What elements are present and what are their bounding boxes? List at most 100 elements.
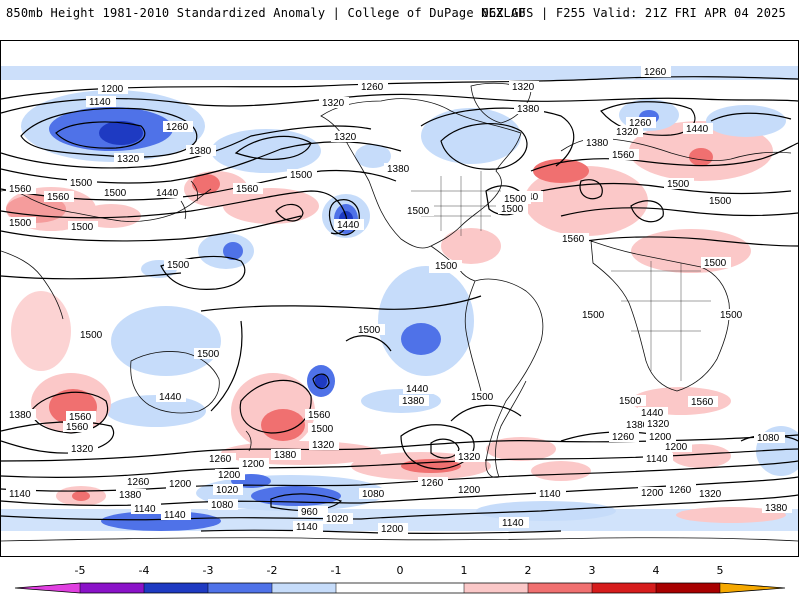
- contour-label: 1320: [322, 98, 345, 109]
- contour-label: 1500: [104, 188, 127, 199]
- contour-label: 1320: [117, 154, 140, 165]
- contour-label: 1380: [119, 490, 142, 501]
- contour-label: 1440: [406, 384, 429, 395]
- contour-label: 1500: [80, 330, 103, 341]
- contour-label: 1500: [71, 222, 94, 233]
- contour-label: 1380: [387, 164, 410, 175]
- contour-label: 1440: [686, 124, 709, 135]
- contour-label: 1320: [334, 132, 357, 143]
- contour-label: 1560: [69, 412, 92, 423]
- contour-label: 1260: [612, 432, 635, 443]
- contour-label: 1560: [612, 150, 635, 161]
- colorbar-gradient: [14, 582, 786, 594]
- colorbar-tick-label: 1: [460, 564, 468, 577]
- colorbar-segment-neg2: [208, 583, 272, 593]
- contour-label: 1140: [134, 504, 156, 515]
- contour-label: 1500: [435, 261, 458, 272]
- colorbar-tick-label: -1: [330, 564, 342, 577]
- contour-label: 1380: [586, 138, 609, 149]
- contour-label: 1380: [517, 104, 540, 115]
- contour-label: 1500: [709, 196, 732, 207]
- contour-label: 1500: [704, 258, 727, 269]
- contour-label: 1140: [646, 454, 668, 465]
- contour-label: 1140: [539, 489, 561, 500]
- contour-label: 1140: [296, 522, 318, 533]
- colorbar-segment-neg4: [80, 583, 144, 593]
- contour-label: 1260: [644, 67, 667, 78]
- contour-label: 1560: [308, 410, 331, 421]
- contour-label: 1500: [667, 179, 690, 190]
- colorbar-tick-label: -4: [138, 564, 150, 577]
- contour-label: 1440: [337, 220, 360, 231]
- weather-map[interactable]: 1200 1140 1260 1320 1320 1380 1260 1320 …: [0, 40, 799, 557]
- colorbar-tick-label: 4: [652, 564, 660, 577]
- contour-label: 1020: [216, 485, 239, 496]
- contour-label: 1260: [629, 118, 652, 129]
- colorbar-tick-label: -2: [266, 564, 278, 577]
- colorbar-segment-neg5: [15, 583, 80, 593]
- contour-label: 1200: [242, 459, 265, 470]
- colorbar-segment-pos1: [464, 583, 528, 593]
- colorbar-tick-label: 0: [396, 564, 404, 577]
- contour-label: 1380: [274, 450, 297, 461]
- contour-label: 1320: [71, 444, 94, 455]
- contour-label: 1140: [502, 518, 524, 529]
- contour-label: 1080: [757, 433, 780, 444]
- contour-label: 1320: [512, 82, 535, 93]
- contour-label: 1320: [647, 419, 670, 430]
- model-run-valid-time: 06Z GFS | F255 Valid: 21Z FRI APR 04 202…: [481, 6, 786, 20]
- contour-label: 1380: [402, 396, 425, 407]
- contour-label: 1500: [501, 204, 524, 215]
- contour-label: 1320: [312, 440, 335, 451]
- contour-label: 1500: [9, 218, 32, 229]
- contour-label: 1500: [582, 310, 605, 321]
- contour-label: 1560: [47, 192, 70, 203]
- contour-label: 1200: [218, 470, 241, 481]
- contour-label: 1500: [471, 392, 494, 403]
- contour-label: 1080: [211, 500, 234, 511]
- contour-label: 1200: [381, 524, 404, 535]
- colorbar-tick-label: 5: [716, 564, 724, 577]
- contour-label: 1380: [765, 503, 788, 514]
- contour-label: 1260: [166, 122, 189, 133]
- contour-label: 1200: [169, 479, 192, 490]
- contour-label: 1560: [66, 422, 89, 433]
- contour-label: 1200: [101, 84, 124, 95]
- contour-label: 1200: [649, 432, 672, 443]
- contour-label: 1080: [362, 489, 385, 500]
- contour-label: 1440: [159, 392, 182, 403]
- contour-label: 1380: [189, 146, 212, 157]
- contour-label: 1500: [197, 349, 220, 360]
- contour-label: 1500: [311, 424, 334, 435]
- colorbar-segment-neg3: [144, 583, 208, 593]
- contour-label: 1500: [504, 194, 527, 205]
- contour-label: 1560: [236, 184, 259, 195]
- contour-label: 1260: [361, 82, 384, 93]
- contour-label: 1440: [156, 188, 179, 199]
- colorbar-tick-label: 2: [524, 564, 532, 577]
- contour-label: 1200: [641, 488, 664, 499]
- contour-label: 1560: [562, 234, 585, 245]
- contour-label: 1380: [9, 410, 32, 421]
- colorbar-segment-pos3: [592, 583, 656, 593]
- contour-label: 1140: [89, 97, 111, 108]
- contour-label: 1560: [691, 397, 714, 408]
- contour-label: 1260: [127, 477, 150, 488]
- contour-label: 1200: [458, 485, 481, 496]
- anomaly-colorbar: -5 -4 -3 -2 -1 0 1 2 3 4 5: [0, 564, 800, 600]
- map-title: 850mb Height 1981-2010 Standardized Anom…: [6, 6, 526, 20]
- height-contours: [1, 76, 798, 534]
- contour-label: 1260: [669, 485, 692, 496]
- colorbar-segment-pos5: [720, 583, 785, 593]
- contour-label: 1140: [164, 510, 186, 521]
- colorbar-segment-pos2: [528, 583, 592, 593]
- contour-labels: 1200 1140 1260 1320 1320 1380 1260 1320 …: [6, 66, 792, 535]
- contour-label: 1380: [626, 420, 649, 431]
- colorbar-segment-neg1: [272, 583, 336, 593]
- contour-label: 1440: [641, 408, 664, 419]
- contour-label: 1500: [70, 178, 93, 189]
- contour-label: 1260: [421, 478, 444, 489]
- contour-label: 1320: [699, 489, 722, 500]
- colorbar-tick-label: 3: [588, 564, 596, 577]
- contour-label: 1320: [458, 452, 481, 463]
